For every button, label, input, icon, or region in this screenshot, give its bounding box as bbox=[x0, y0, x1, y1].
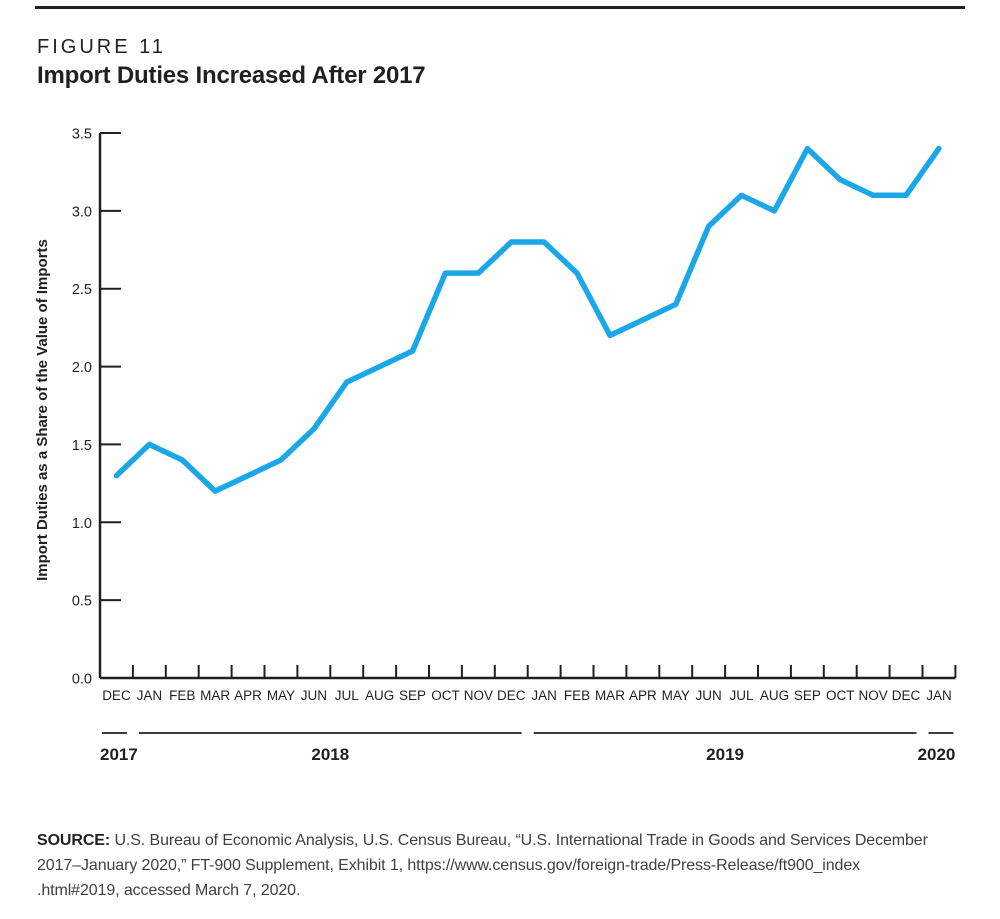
month-label: JUL bbox=[335, 688, 359, 703]
month-label: APR bbox=[629, 688, 657, 703]
month-label: MAY bbox=[662, 688, 690, 703]
month-label: OCT bbox=[431, 688, 460, 703]
y-tick-label: 2.5 bbox=[72, 282, 92, 298]
year-label: 2019 bbox=[706, 745, 744, 764]
chart-svg: 0.0 0.5 1.0 1.5 2.0 2.5 3.0 3.5 DEC JAN FEB MAR APR M… bbox=[34, 127, 957, 764]
month-label: FEB bbox=[564, 688, 590, 703]
source-line: 2017–January 2020,” FT-900 Supplement, E… bbox=[37, 857, 861, 874]
year-label: 2017 bbox=[100, 745, 138, 764]
month-label: MAR bbox=[200, 688, 230, 703]
month-label: SEP bbox=[399, 688, 426, 703]
month-label: AUG bbox=[760, 688, 789, 703]
y-tick-label: 3.0 bbox=[72, 204, 92, 220]
month-label: DEC bbox=[892, 688, 921, 703]
source-line: SOURCE: U.S. Bureau of Economic Analysis… bbox=[37, 832, 928, 849]
month-label: MAR bbox=[595, 688, 625, 703]
line-chart: 0.0 0.5 1.0 1.5 2.0 2.5 3.0 3.5 DEC JAN FEB MAR APR M… bbox=[0, 110, 1000, 790]
month-label: NOV bbox=[464, 688, 493, 703]
month-label: NOV bbox=[859, 688, 888, 703]
data-line bbox=[113, 145, 942, 494]
month-label: JUN bbox=[301, 688, 327, 703]
month-label: AUG bbox=[365, 688, 394, 703]
source-label: SOURCE: bbox=[37, 832, 111, 849]
month-label: SEP bbox=[794, 688, 821, 703]
month-label: FEB bbox=[169, 688, 195, 703]
month-label: DEC bbox=[102, 688, 131, 703]
y-tick-label: 3.5 bbox=[72, 127, 92, 143]
month-label: JAN bbox=[531, 688, 557, 703]
y-tick-label: 0.5 bbox=[72, 594, 92, 610]
month-label: MAY bbox=[267, 688, 295, 703]
month-label: DEC bbox=[497, 688, 526, 703]
month-label: JUL bbox=[730, 688, 754, 703]
source-note: SOURCE: U.S. Bureau of Economic Analysis… bbox=[37, 828, 967, 903]
month-label: JUN bbox=[696, 688, 722, 703]
y-tick-label: 1.5 bbox=[72, 438, 92, 454]
month-label: JAN bbox=[926, 688, 952, 703]
top-rule bbox=[35, 6, 965, 9]
y-tick-label: 2.0 bbox=[72, 360, 92, 376]
y-axis-title: Import Duties as a Share of the Value of… bbox=[34, 239, 51, 581]
figure-title: Import Duties Increased After 2017 bbox=[37, 62, 426, 89]
year-label: 2020 bbox=[918, 745, 956, 764]
month-label: OCT bbox=[826, 688, 855, 703]
y-tick-label: 0.0 bbox=[72, 672, 92, 688]
month-label: APR bbox=[234, 688, 262, 703]
y-tick-label: 1.0 bbox=[72, 516, 92, 532]
month-label: JAN bbox=[137, 688, 163, 703]
year-label: 2018 bbox=[311, 745, 349, 764]
figure-number: FIGURE 11 bbox=[37, 36, 166, 58]
source-line: .html#2019, accessed March 7, 2020. bbox=[37, 882, 301, 899]
